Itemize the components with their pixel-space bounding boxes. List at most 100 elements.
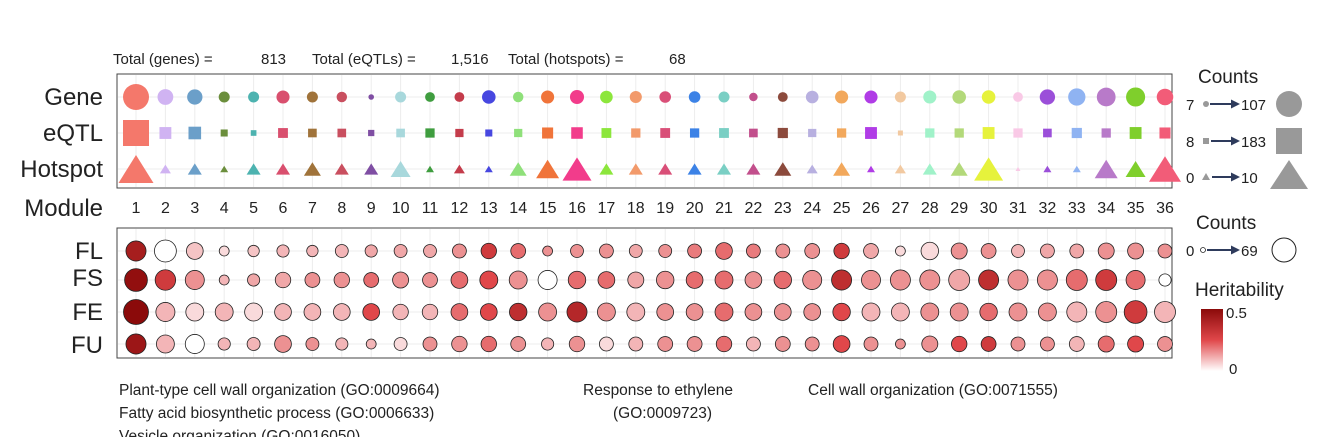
trait-fl-circle	[1127, 242, 1145, 260]
module-tick-label: 36	[1156, 200, 1174, 217]
gene-count-circle	[1096, 87, 1116, 107]
hotspot-count-triangle	[833, 162, 851, 176]
trait-fl-circle	[920, 241, 939, 261]
row-label-fu: FU	[71, 332, 103, 359]
trait-fe-circle	[979, 302, 998, 322]
trait-fu-circle	[1068, 336, 1085, 352]
module-tick-label: 4	[220, 200, 229, 217]
trait-fs-circle	[802, 270, 823, 290]
gene-count-circle	[512, 91, 524, 103]
trait-fu-circle	[832, 335, 851, 353]
module-tick-label: 18	[627, 200, 645, 217]
module-tick-label: 14	[509, 200, 527, 217]
trait-fe-circle	[685, 303, 704, 321]
hotspot-count-triangle	[922, 163, 937, 175]
trait-fu-circle	[274, 335, 292, 353]
eqtl-count-square	[396, 128, 405, 138]
gene-count-circle	[425, 92, 435, 102]
trait-fu-circle	[510, 336, 527, 352]
trait-fl-circle	[804, 243, 821, 259]
gene-count-circle	[1126, 87, 1146, 107]
hotspot-count-triangle	[562, 157, 592, 181]
trait-fl-circle	[247, 244, 260, 258]
total-eqtls-value: 1,516	[451, 51, 489, 68]
trait-fl-circle	[276, 244, 290, 258]
module-tick-label: 13	[480, 200, 498, 217]
gene-count-circle	[805, 90, 819, 104]
trait-fe-circle	[155, 302, 176, 322]
eqtl-count-square	[836, 128, 847, 138]
gene-count-circle	[569, 89, 585, 105]
eqtl-count-square	[1129, 127, 1142, 139]
hotspot-count-triangle	[334, 163, 349, 175]
trait-fe-circle	[214, 302, 234, 322]
trait-fu-circle	[951, 335, 968, 353]
legend-gene-arrowhead	[1231, 99, 1240, 109]
trait-fe-circle	[332, 303, 351, 321]
trait-fe-circle	[479, 303, 498, 321]
trait-fe-circle	[274, 303, 292, 321]
module-tick-label: 8	[337, 200, 346, 217]
module-tick-label: 26	[862, 200, 880, 217]
row-label-eqtl: eQTL	[43, 120, 103, 147]
total-genes-value: 813	[261, 51, 286, 68]
go-annotation-2: Fatty acid biosynthetic process (GO:0006…	[119, 405, 434, 422]
trait-fl-circle	[687, 243, 702, 259]
legend-eqtl-max: 183	[1241, 134, 1266, 151]
module-tick-label: 17	[598, 200, 616, 217]
hotspot-count-triangle	[118, 155, 154, 183]
trait-fs-circle	[333, 271, 350, 289]
trait-fl-circle	[423, 244, 437, 258]
trait-fu-circle	[184, 334, 205, 354]
eqtl-count-square	[278, 128, 288, 138]
trait-fu-circle	[1010, 336, 1026, 352]
gene-count-circle	[482, 90, 496, 104]
trait-fs-circle	[1065, 269, 1088, 291]
go-annotation-5: (GO:0009723)	[613, 405, 712, 422]
legend-gene-large-circle	[1276, 91, 1302, 117]
module-tick-label: 7	[308, 200, 317, 217]
total-eqtls-label: Total (eQTLs) =	[312, 51, 416, 68]
row-label-fs: FS	[72, 265, 103, 292]
row-label-hotspot: Hotspot	[20, 156, 103, 183]
module-tick-label: 22	[745, 200, 763, 217]
bottom-panel-marks	[123, 239, 1176, 355]
hotspot-count-triangle	[187, 163, 202, 175]
module-tick-label: 30	[980, 200, 998, 217]
trait-fe-circle	[392, 303, 409, 321]
legend-counts-title-top: Counts	[1198, 67, 1258, 88]
total-hotspots-value: 68	[669, 51, 686, 68]
module-tick-label: 23	[774, 200, 792, 217]
trait-fe-circle	[450, 303, 469, 321]
trait-fl-circle	[950, 242, 968, 260]
trait-fs-circle	[304, 272, 321, 288]
trait-fu-circle	[217, 337, 231, 351]
gene-count-circle	[894, 91, 906, 103]
trait-fu-circle	[980, 336, 997, 352]
row-label-gene: Gene	[44, 84, 103, 111]
legend-hotspot-max: 10	[1241, 170, 1258, 187]
module-tick-label: 33	[1068, 200, 1086, 217]
trait-fl-circle	[218, 245, 230, 257]
eqtl-count-square	[925, 128, 935, 138]
hotspot-count-triangle	[426, 165, 434, 173]
total-hotspots-label: Total (hotspots) =	[508, 51, 624, 68]
trait-fs-circle	[124, 268, 148, 292]
module-tick-label: 15	[539, 200, 557, 217]
eqtl-count-square	[954, 128, 964, 138]
trait-fs-circle	[479, 270, 499, 290]
module-tick-labels: 1 2 3 4 5 6 7 8 9 10 11 12 13 14 15 16 17 18 19 20 21 22 23 24 2…	[132, 200, 1174, 217]
trait-fs-circle	[744, 271, 763, 289]
gene-count-circle	[123, 84, 149, 110]
gene-count-circle	[541, 90, 555, 104]
trait-fs-circle	[392, 271, 410, 289]
trait-fl-circle	[1157, 243, 1173, 259]
trait-fe-circle	[949, 302, 969, 322]
trait-fl-circle	[715, 242, 733, 260]
hotspot-count-triangle	[1043, 165, 1052, 173]
eqtl-count-square	[308, 128, 317, 138]
trait-fl-circle	[980, 243, 997, 259]
trait-fe-circle	[832, 302, 851, 322]
gene-count-circle	[659, 91, 671, 103]
trait-fl-circle	[334, 244, 349, 258]
